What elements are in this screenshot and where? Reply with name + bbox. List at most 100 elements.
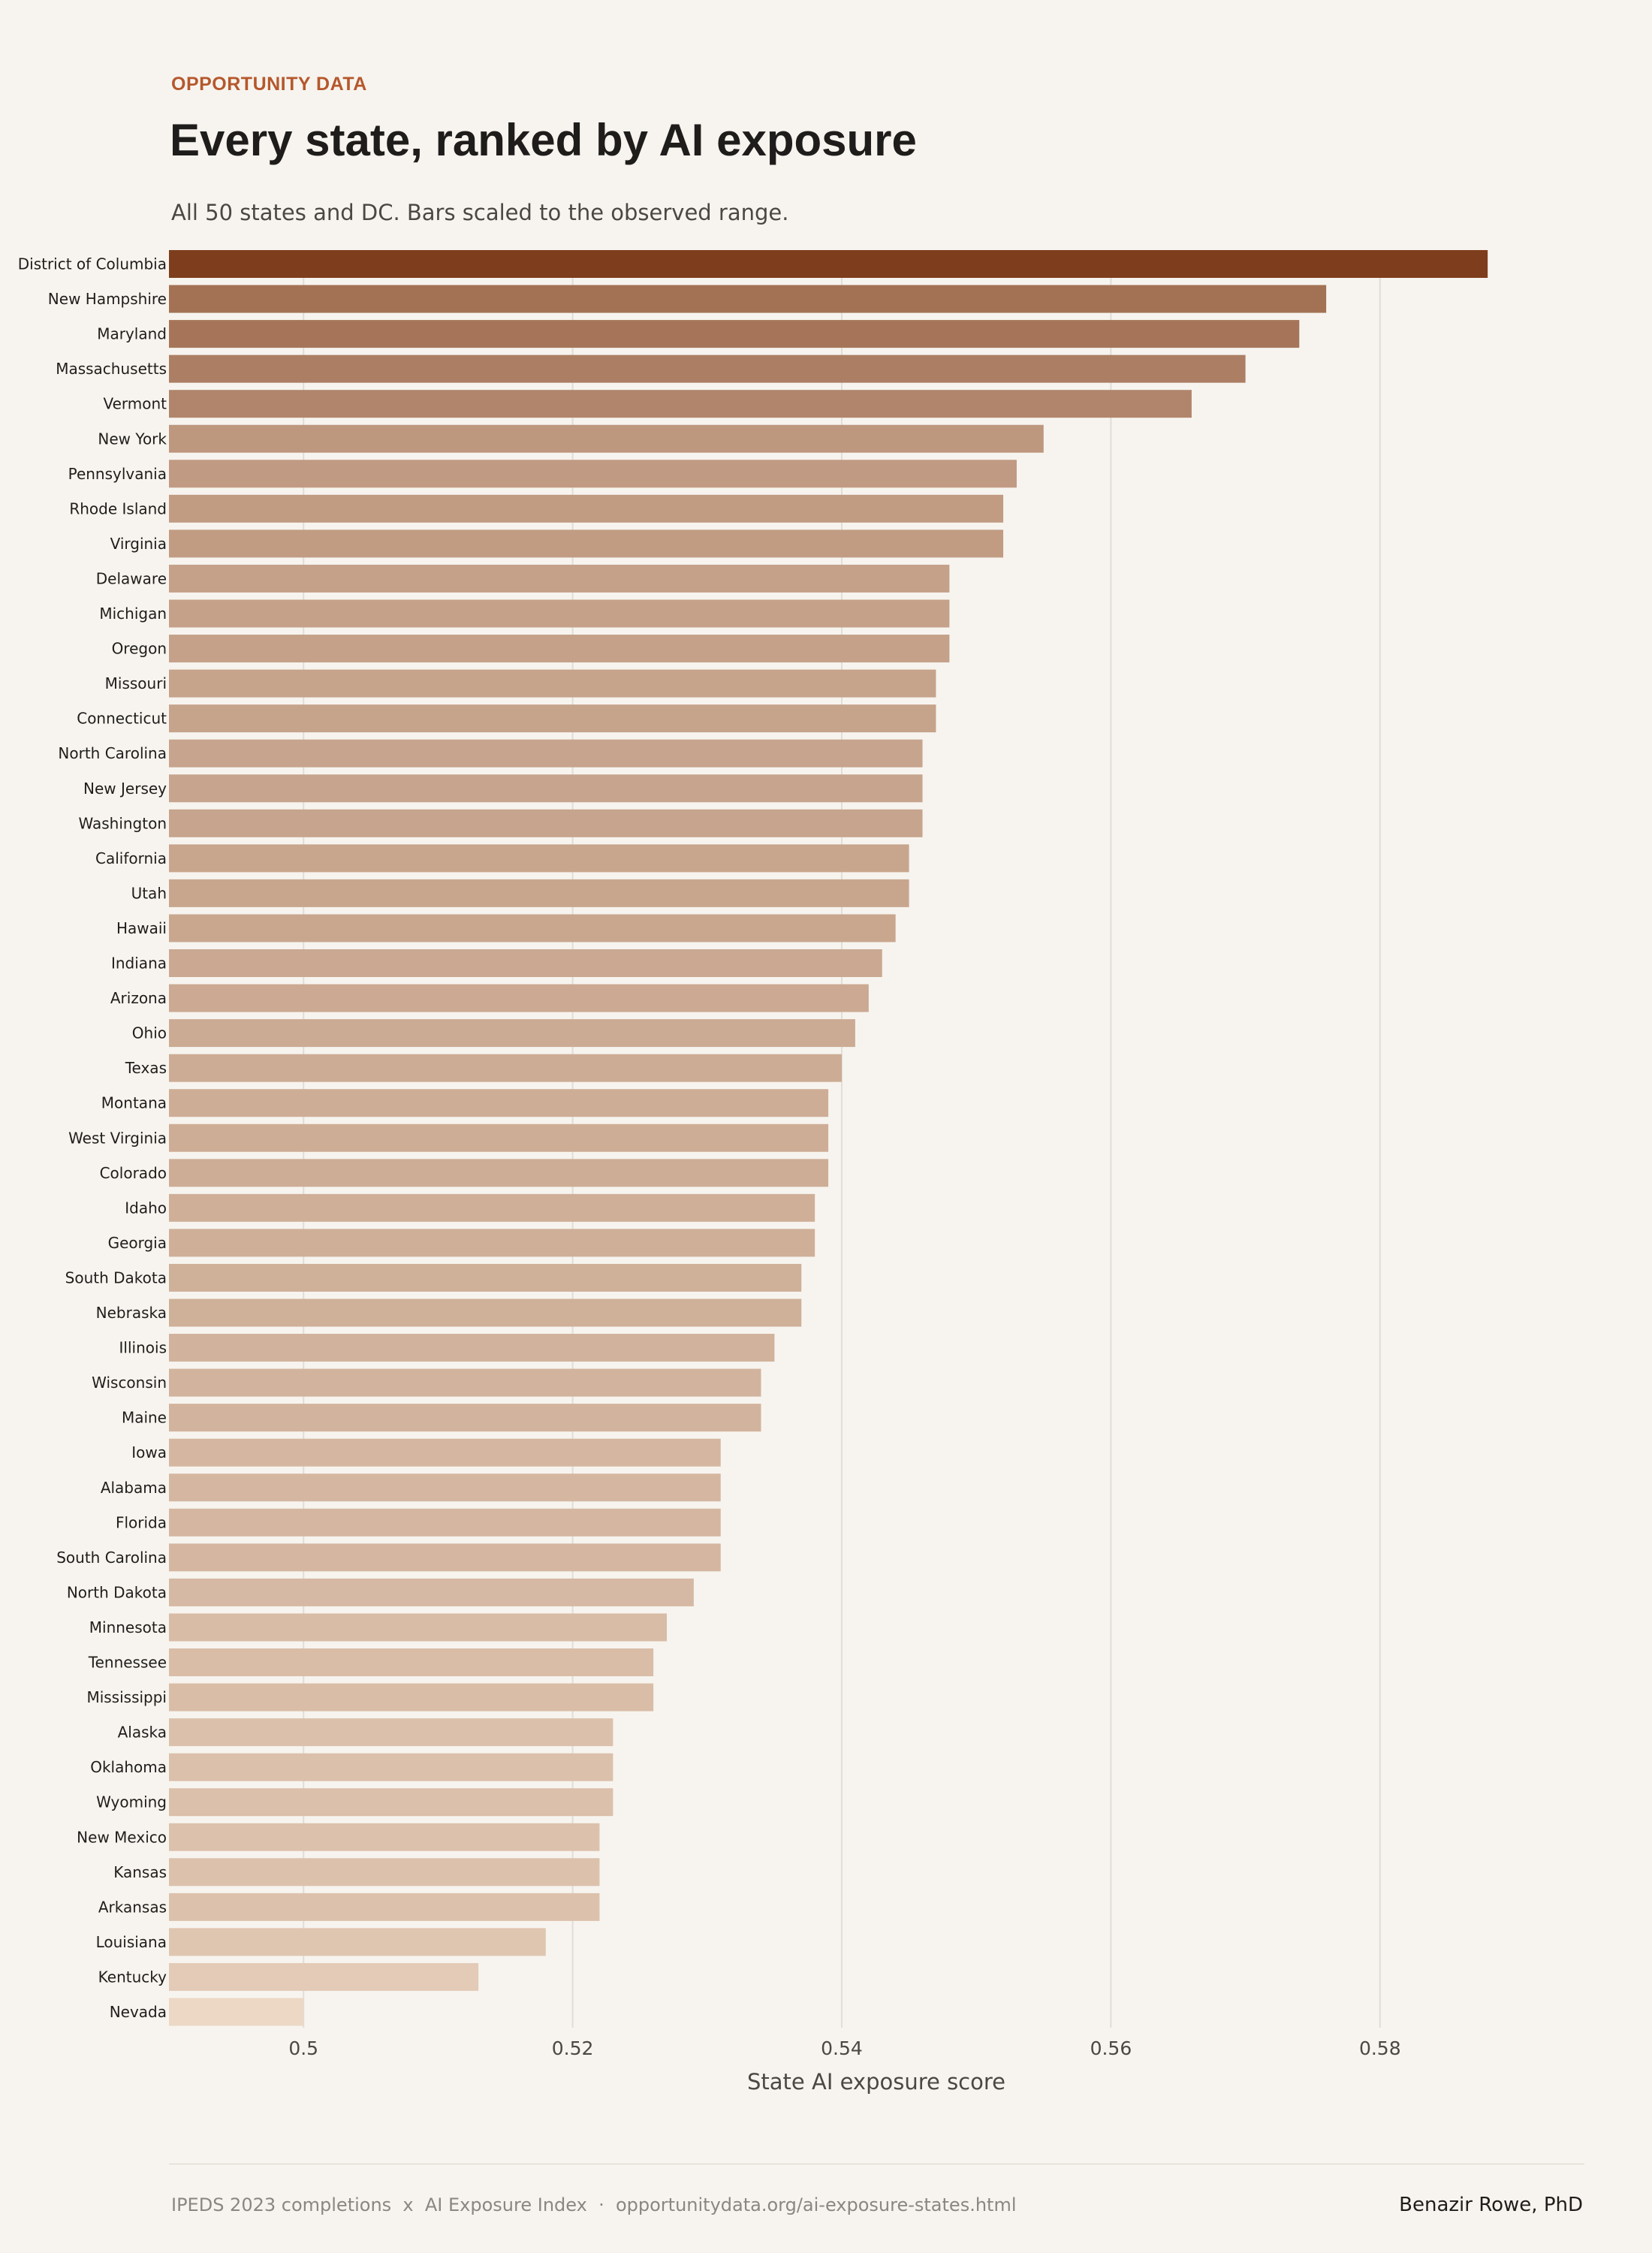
bar (169, 1123, 829, 1152)
category-label: New York (98, 430, 167, 448)
category-label: Vermont (103, 395, 167, 413)
category-label: Tennessee (88, 1654, 167, 1672)
category-label: Utah (131, 884, 167, 902)
bar (169, 320, 1300, 348)
bar (169, 1613, 668, 1642)
bar (169, 1718, 613, 1747)
bar (169, 1893, 600, 1921)
bar (169, 1019, 855, 1048)
bar (169, 424, 1044, 453)
bar (169, 1054, 842, 1082)
category-label: California (95, 849, 167, 867)
bar (169, 250, 1488, 278)
category-label: Alabama (101, 1479, 167, 1497)
bar-chart: District of Columbia New Hampshire Marylan… (18, 250, 1488, 2095)
category-label: Delaware (96, 569, 167, 587)
category-label: Rhode Island (69, 499, 167, 517)
bar (169, 1962, 479, 1991)
category-label: Texas (125, 1059, 167, 1077)
chart-title: Every state, ranked by AI exposure (170, 115, 917, 165)
category-label: South Carolina (56, 1549, 167, 1567)
bars (169, 250, 1488, 2026)
category-label: West Virginia (68, 1129, 167, 1147)
x-tick-label: 0.58 (1359, 2037, 1401, 2059)
category-label: North Carolina (58, 744, 167, 762)
category-label: Virginia (110, 535, 167, 553)
category-label: Kansas (113, 1863, 167, 1881)
bar (169, 1404, 761, 1432)
category-label: Indiana (111, 955, 167, 973)
eyebrow-label: OPPORTUNITY DATA (171, 74, 367, 95)
bar (169, 1263, 802, 1292)
bar (169, 635, 950, 663)
bar (169, 1438, 721, 1467)
bar (169, 774, 923, 803)
category-label: South Dakota (65, 1268, 167, 1286)
category-label: Hawaii (116, 919, 167, 937)
bar (169, 1508, 721, 1537)
category-label: Montana (101, 1094, 167, 1112)
category-label: Connecticut (77, 710, 167, 728)
x-tick-label: 0.52 (552, 2037, 594, 2059)
bar (169, 1753, 613, 1781)
category-label: Ohio (132, 1024, 167, 1042)
bar (169, 1683, 654, 1712)
category-label: New Hampshire (48, 290, 167, 308)
chart-subtitle: All 50 states and DC. Bars scaled to the… (171, 200, 789, 225)
footer-source: IPEDS 2023 completions x AI Exposure Ind… (171, 2194, 1017, 2215)
bar (169, 1473, 721, 1502)
category-label: Oklahoma (90, 1758, 167, 1776)
bar (169, 844, 909, 873)
category-label: Wisconsin (92, 1374, 167, 1392)
bar (169, 599, 950, 628)
category-label: Maine (122, 1409, 167, 1427)
category-label: North Dakota (67, 1583, 167, 1601)
category-label: Arkansas (98, 1898, 167, 1916)
category-label: Wyoming (96, 1793, 167, 1811)
x-axis-title: State AI exposure score (747, 2069, 1005, 2095)
category-label: Florida (116, 1513, 167, 1531)
category-label: Colorado (100, 1164, 167, 1182)
category-labels: District of Columbia New Hampshire Marylan… (18, 255, 167, 2022)
bar (169, 1334, 775, 1362)
bar (169, 1368, 761, 1397)
category-label: Washington (78, 814, 167, 832)
bar (169, 1928, 546, 1956)
category-label: Mississippi (86, 1688, 167, 1706)
x-tick-label: 0.54 (821, 2037, 863, 2059)
category-label: Pennsylvania (68, 465, 167, 483)
bar (169, 1578, 694, 1606)
bar (169, 1229, 815, 1257)
bar (169, 564, 950, 593)
bar (169, 390, 1192, 418)
category-label: Arizona (110, 989, 167, 1007)
category-label: Minnesota (89, 1618, 167, 1636)
category-label: Idaho (125, 1199, 167, 1217)
bar (169, 704, 936, 733)
category-label: Oregon (112, 640, 167, 658)
category-label: Michigan (99, 605, 167, 623)
bar (169, 460, 1017, 488)
bar (169, 1089, 829, 1117)
bar (169, 1193, 815, 1222)
bar (169, 1998, 304, 2026)
category-label: Nebraska (96, 1304, 167, 1322)
category-label: Illinois (119, 1339, 167, 1357)
bar (169, 285, 1327, 313)
category-label: Missouri (105, 674, 167, 692)
bar (169, 879, 909, 907)
bar (169, 949, 882, 977)
x-axis-ticks: 0.5 0.52 0.54 0.56 0.58 (288, 2037, 1400, 2059)
bar (169, 529, 1004, 558)
bar (169, 1543, 721, 1572)
category-label: Iowa (131, 1443, 167, 1461)
bar (169, 809, 923, 837)
category-label: New Jersey (83, 780, 167, 798)
category-label: Alaska (118, 1724, 167, 1742)
x-tick-label: 0.5 (288, 2037, 318, 2059)
bar (169, 984, 869, 1012)
category-label: New Mexico (77, 1828, 167, 1846)
category-label: Maryland (97, 325, 167, 343)
bar (169, 1159, 829, 1187)
bar (169, 494, 1004, 523)
